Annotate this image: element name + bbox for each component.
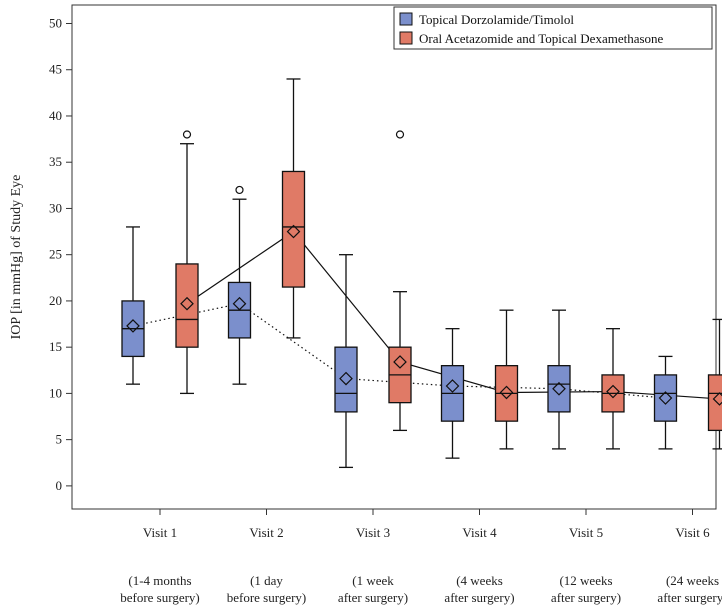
plot-area xyxy=(71,4,717,510)
y-tick-label: 35 xyxy=(49,154,62,169)
mean-marker xyxy=(339,371,353,386)
x-category-subtitle-line1: (12 weeks xyxy=(559,573,612,588)
box-series-1-visit-2 xyxy=(227,185,252,385)
legend: Topical Dorzolamide/Timolol Oral Acetazom… xyxy=(393,6,713,50)
iqr-box xyxy=(653,374,678,422)
y-tick-label: 50 xyxy=(49,15,62,30)
mean-marker xyxy=(658,391,673,405)
y-tick-label: 15 xyxy=(49,339,62,354)
y-tick-label: 20 xyxy=(49,293,62,308)
x-category-subtitle-line2: before surgery) xyxy=(227,590,307,605)
outlier-point xyxy=(235,185,244,195)
mean-marker xyxy=(232,296,247,311)
box-series-2-visit-4 xyxy=(494,309,519,450)
mean-marker xyxy=(499,385,514,400)
mean-marker xyxy=(180,296,194,311)
x-category-subtitle-line1: (1 day xyxy=(250,573,283,588)
x-category-subtitle-line1: (24 weeks xyxy=(666,573,719,588)
x-category-subtitle-line2: after surgery) xyxy=(338,590,408,605)
x-tick-label: Visit 2 xyxy=(249,525,283,540)
mean-marker xyxy=(445,379,460,393)
x-tick-label: Visit 3 xyxy=(356,525,390,540)
x-category-subtitle-line2: after surgery) xyxy=(657,590,722,605)
box-series-1-visit-6 xyxy=(653,355,678,450)
x-category-subtitle-line1: (4 weeks xyxy=(456,573,503,588)
mean-line-series-1 xyxy=(132,303,666,399)
box-series-2-visit-2 xyxy=(281,78,306,339)
mean-marker xyxy=(712,392,722,406)
y-tick-label: 45 xyxy=(49,62,62,77)
legend-box xyxy=(393,6,713,50)
legend-label-series-1: Topical Dorzolamide/Timolol xyxy=(419,12,574,27)
x-tick-label: Visit 1 xyxy=(143,525,177,540)
legend-swatch-series-2 xyxy=(399,31,413,45)
x-category-subtitle-line1: (1-4 months xyxy=(128,573,191,588)
y-tick-label: 0 xyxy=(56,478,63,493)
outlier-point xyxy=(182,130,192,139)
box-series-2-visit-1 xyxy=(175,130,199,395)
y-tick-label: 5 xyxy=(56,432,63,447)
box-series-2-visit-6 xyxy=(707,318,722,450)
box-series-1-visit-1 xyxy=(121,226,145,385)
mean-marker xyxy=(393,355,407,369)
y-tick-label: 30 xyxy=(49,200,62,215)
mean-marker xyxy=(552,381,566,396)
legend-label-series-2: Oral Acetazomide and Topical Dexamethaso… xyxy=(419,31,664,46)
box-series-1-visit-4 xyxy=(440,328,465,459)
iqr-box xyxy=(281,170,306,288)
x-tick-label: Visit 5 xyxy=(569,525,603,540)
legend-swatch-series-1 xyxy=(399,12,413,26)
box-series-1-visit-5 xyxy=(547,309,571,450)
x-tick-label: Visit 6 xyxy=(675,525,710,540)
iqr-box xyxy=(175,263,199,348)
mean-marker xyxy=(126,319,140,333)
x-category-subtitle-line2: after surgery) xyxy=(551,590,621,605)
outlier-point xyxy=(395,130,405,139)
mean-marker xyxy=(606,384,620,399)
x-category-subtitle-line2: after surgery) xyxy=(444,590,514,605)
iqr-box xyxy=(707,374,722,432)
y-axis-title: IOP [in mmHg] of Study Eye xyxy=(9,175,24,340)
iqr-box xyxy=(547,365,571,413)
x-category-subtitle-line1: (1 week xyxy=(352,573,394,588)
x-tick-label: Visit 4 xyxy=(462,525,497,540)
iqr-box xyxy=(334,346,358,413)
box-series-2-visit-3 xyxy=(388,130,412,432)
mean-marker xyxy=(286,224,301,239)
y-tick-label: 10 xyxy=(49,385,62,400)
y-tick-label: 40 xyxy=(49,108,62,123)
x-category-subtitle-line2: before surgery) xyxy=(120,590,200,605)
y-tick-label: 25 xyxy=(49,247,62,262)
box-series-1-visit-3 xyxy=(334,254,358,469)
box-series-2-visit-5 xyxy=(601,328,625,450)
